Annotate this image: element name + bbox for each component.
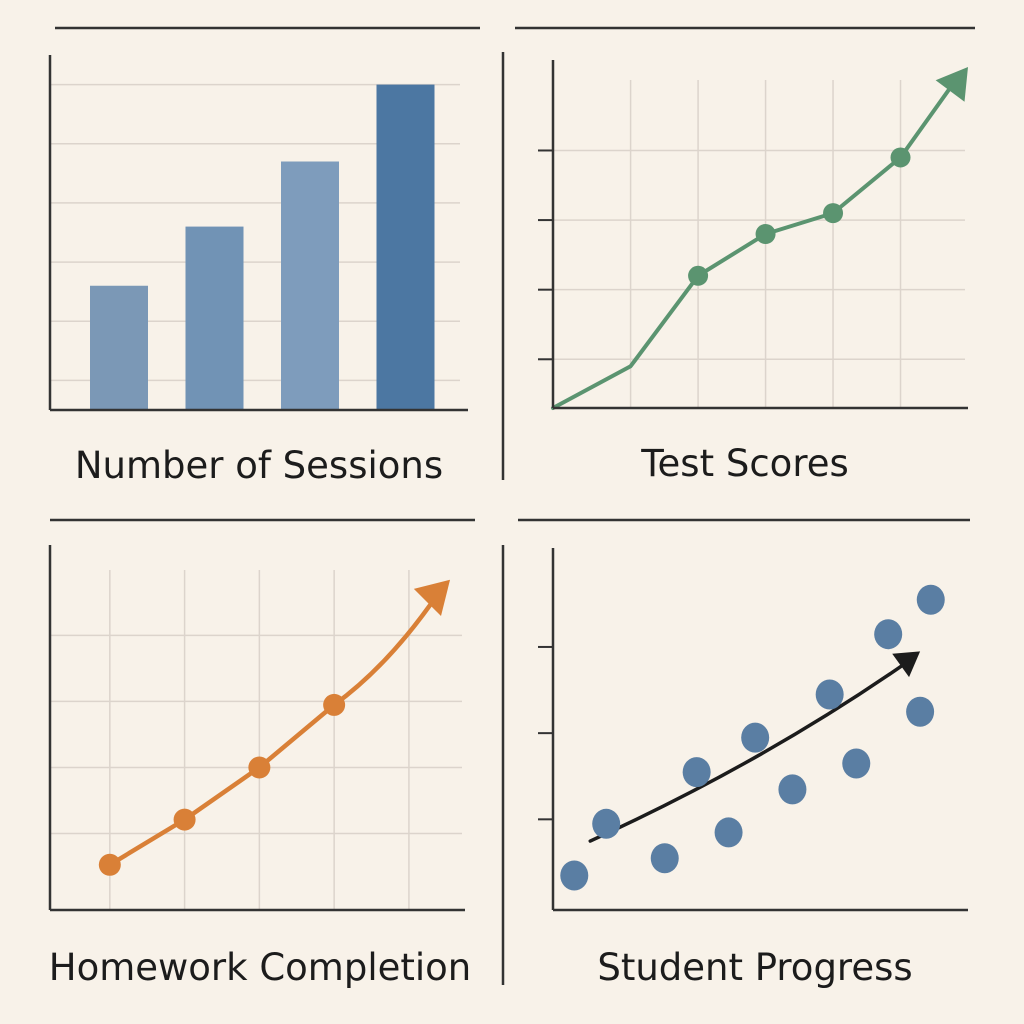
student-progress-point (592, 808, 621, 839)
student-progress-point (874, 619, 903, 650)
homework-point (98, 853, 121, 876)
test-scores-point (890, 147, 911, 168)
homework-point (248, 756, 271, 779)
student-progress-point (778, 774, 807, 805)
test-scores-series (551, 66, 968, 410)
sessions-chart-title: Number of Sessions (75, 444, 443, 487)
student-progress-point (815, 679, 844, 710)
student-progress-point (916, 584, 945, 615)
student-progress-points (538, 584, 945, 891)
homework-chart-title: Homework Completion (49, 946, 471, 989)
student-progress-point (714, 817, 743, 848)
sessions-bar (185, 226, 244, 410)
test-scores-arrowhead (935, 66, 968, 102)
homework-gridlines (50, 570, 462, 910)
sessions-bar (90, 285, 148, 410)
test-scores-point (823, 203, 844, 224)
test-scores-line-chart: Test Scores (538, 60, 968, 485)
homework-point (173, 808, 196, 831)
homework-arrowhead (413, 579, 451, 616)
test-scores-chart-title: Test Scores (640, 442, 849, 485)
student-progress-point (842, 748, 871, 779)
student-progress-point (650, 843, 679, 874)
sessions-bar-chart: Number of Sessions (48, 55, 468, 487)
sessions-bars (90, 84, 435, 410)
student-progress-point (906, 696, 935, 727)
sessions-bar (376, 84, 435, 410)
student-progress-chart-title: Student Progress (597, 946, 912, 989)
test-scores-line (551, 74, 960, 410)
homework-series (98, 579, 451, 876)
student-progress-arrowhead (892, 651, 921, 678)
student-progress-point (682, 757, 711, 788)
student-progress-point (560, 860, 589, 891)
homework-point (323, 693, 346, 716)
sessions-bar (281, 161, 339, 410)
student-progress-scatter-chart: Student Progress (538, 548, 968, 989)
test-scores-point (688, 265, 709, 286)
student-progress-point (741, 722, 770, 753)
homework-line-chart: Homework Completion (48, 545, 471, 989)
student-progress-trend-line (588, 659, 910, 843)
test-scores-point (755, 224, 776, 244)
homework-line (107, 591, 441, 868)
